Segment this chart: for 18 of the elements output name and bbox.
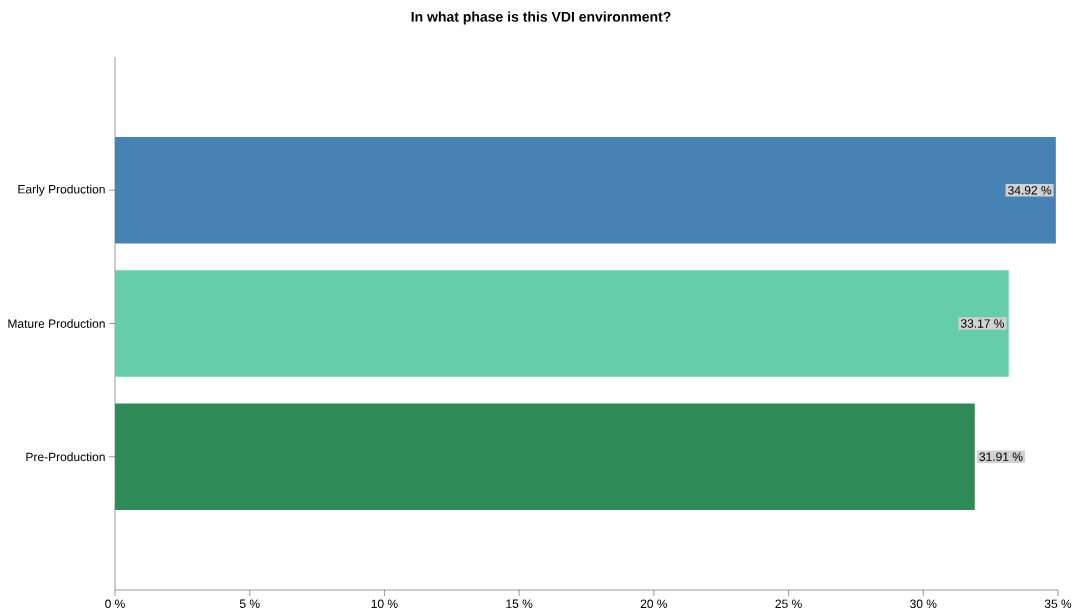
y-tick-label: Mature Production [8, 319, 105, 328]
x-tick-label: 20 % [640, 599, 668, 609]
chart-title: In what phase is this VDI environment? [411, 11, 671, 25]
bar [115, 270, 1009, 377]
bar [115, 136, 1056, 244]
x-tick-label: 0 % [105, 599, 125, 609]
data-label: 31.91 % [979, 452, 1023, 461]
data-label: 33.17 % [960, 319, 1005, 328]
y-tick-label: Pre-Production [26, 452, 105, 462]
x-tick-label: 15 % [506, 599, 533, 608]
x-tick-label: 35 % [1044, 599, 1072, 609]
x-tick-label: 10 % [371, 599, 398, 609]
data-label: 34.92 % [1008, 186, 1052, 195]
y-tick-label: Early Production [18, 184, 105, 196]
x-tick-label: 25 % [775, 599, 802, 609]
x-tick-label: 30 % [910, 599, 937, 609]
bar [115, 403, 975, 511]
x-tick-label: 5 % [239, 599, 260, 608]
